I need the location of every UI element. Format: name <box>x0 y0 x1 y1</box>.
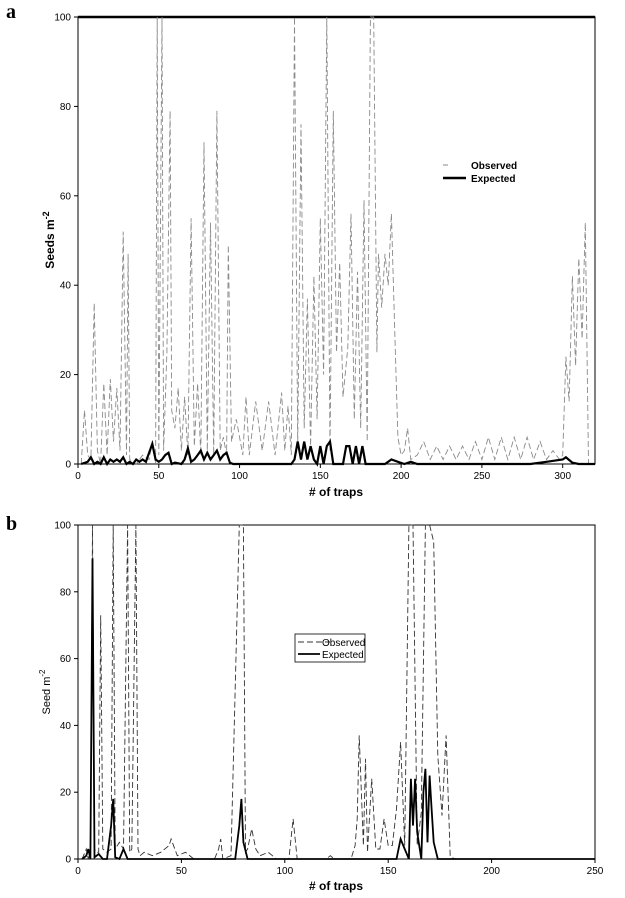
y-tick-label: 0 <box>65 855 71 866</box>
y-tick-label: 20 <box>60 370 72 381</box>
panel-b-observed-series <box>81 524 595 860</box>
x-tick-label: 150 <box>312 471 329 482</box>
y-tick-label: 60 <box>60 191 72 202</box>
x-tick-label: 50 <box>153 471 165 482</box>
panel-a-y-axis-ticks: 0 20 40 60 80 100 <box>54 13 78 471</box>
panel-b-y-axis-ticks: 0 20 40 60 80 100 <box>54 521 78 866</box>
panel-b-legend-expected-label: Expected <box>322 650 364 661</box>
panel-a-observed-line <box>80 16 595 465</box>
panel-b-observed-line <box>81 524 595 860</box>
panel-a-label: a <box>6 1 16 23</box>
x-tick-label: 200 <box>393 471 410 482</box>
panel-a-expected-line <box>80 438 595 467</box>
x-tick-label: 300 <box>554 471 571 482</box>
y-tick-label: 100 <box>54 521 71 532</box>
panel-a-expected-series <box>80 438 595 467</box>
x-tick-label: 100 <box>231 471 248 482</box>
panel-b-y-axis-title: Seed m-2 <box>38 669 53 715</box>
panel-a-legend-observed-label: Observed <box>471 161 517 172</box>
x-tick-label: 0 <box>75 866 81 877</box>
x-tick-label: 250 <box>474 471 491 482</box>
x-tick-label: 250 <box>587 866 604 877</box>
panel-a-x-axis-title: # of traps <box>309 485 363 499</box>
y-tick-label: 60 <box>60 654 72 665</box>
y-tick-label: 100 <box>54 13 71 24</box>
panel-a-x-axis-ticks: 0 50 100 150 200 250 300 <box>75 464 571 482</box>
panel-a-legend: Observed Expected <box>443 161 517 185</box>
y-tick-label: 20 <box>60 788 72 799</box>
panel-b-expected-series <box>81 558 595 861</box>
x-tick-label: 0 <box>75 471 81 482</box>
panel-b-legend-box <box>294 633 366 663</box>
panel-a-legend-expected-label: Expected <box>471 174 515 185</box>
panel-b-label: b <box>6 513 17 535</box>
y-tick-label: 80 <box>60 102 72 113</box>
panel-b-x-axis-ticks: 0 50 100 150 200 250 <box>75 859 604 877</box>
panel-b-plot-frame <box>77 524 596 860</box>
chart-panel-a: a 0 20 40 60 80 100 0 50 100 150 200 250 300 # of t… <box>6 1 596 499</box>
y-tick-label: 0 <box>65 460 71 471</box>
x-tick-label: 200 <box>483 866 500 877</box>
y-tick-label: 40 <box>60 721 72 732</box>
y-tick-label: 80 <box>60 587 72 598</box>
panel-b-legend-observed-label: Observed <box>322 638 365 649</box>
x-tick-label: 100 <box>276 866 293 877</box>
panel-b-legend: Observed Expected <box>294 633 366 663</box>
chart-panel-b: b 0 20 40 60 80 100 0 50 100 150 200 250 # of trap… <box>6 513 604 893</box>
panel-a-y-axis-title: Seeds m-2 <box>41 211 57 268</box>
panel-b-expected-line <box>81 558 595 861</box>
panel-b-x-axis-title: # of traps <box>309 879 363 893</box>
panel-a-observed-series <box>80 16 595 465</box>
y-tick-label: 40 <box>60 281 72 292</box>
x-tick-label: 150 <box>380 866 397 877</box>
x-tick-label: 50 <box>176 866 188 877</box>
